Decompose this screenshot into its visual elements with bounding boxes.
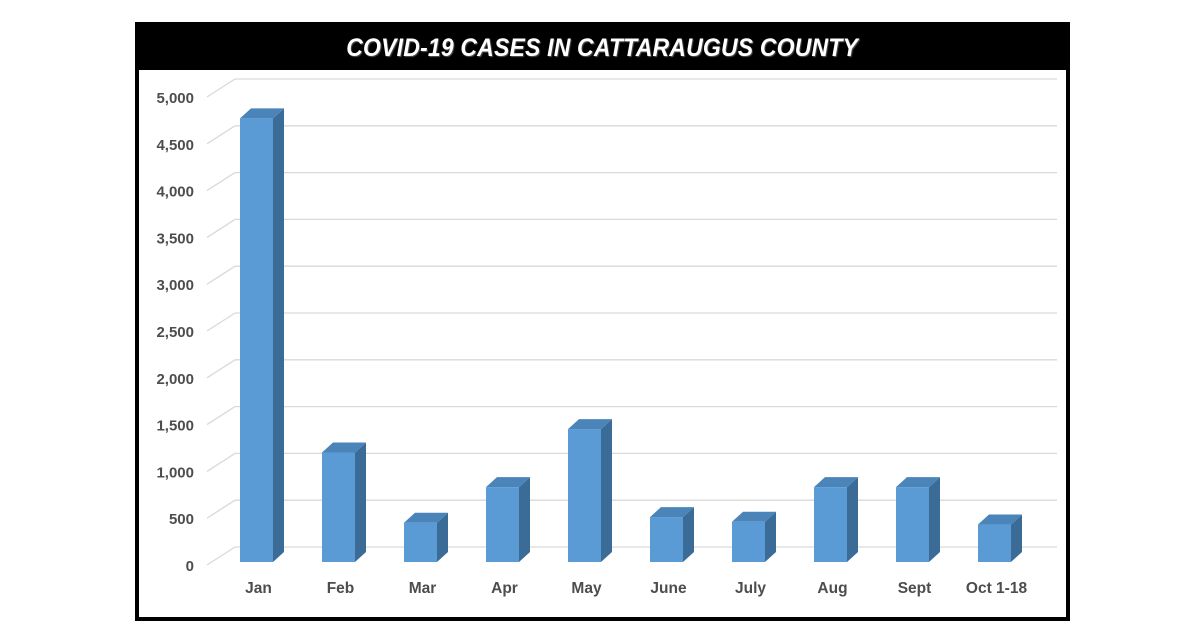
x-axis-tick-label: June: [650, 580, 687, 597]
y-axis-tick-label: 2,500: [156, 324, 194, 341]
x-axis-tick-label: Sept: [898, 580, 932, 597]
y-axis-tick-label: 1,000: [156, 464, 194, 481]
gridlines: [206, 78, 1057, 566]
bar-aug: [814, 477, 858, 562]
bars: [240, 108, 1022, 562]
y-axis-tick-label: 0: [186, 558, 194, 575]
y-axis-tick-label: 3,500: [156, 230, 194, 247]
bar-oct-1-18: [978, 514, 1022, 562]
x-axis-tick-label: Jan: [245, 580, 272, 597]
bar-mar: [404, 512, 448, 562]
bar-feb: [322, 442, 366, 562]
title-bar: COVID-19 CASES IN CATTARAUGUS COUNTY: [139, 26, 1066, 70]
y-axis-tick-label: 1,500: [156, 418, 194, 435]
x-axis-tick-label: Aug: [817, 580, 847, 597]
y-axis-tick-label: 500: [169, 511, 194, 528]
bar-chart-plot: 0 500 1,000 1,500 2,000 2,500 3,000 3,500 4,000 4…: [156, 78, 1057, 597]
bar-july: [732, 511, 776, 562]
x-axis-tick-label: Oct 1-18: [966, 580, 1028, 597]
y-axis-tick-label: 5,000: [156, 90, 194, 107]
chart-frame: COVID-19 CASES IN CATTARAUGUS COUNTY 0 50…: [135, 22, 1070, 621]
bar-may: [568, 419, 612, 562]
y-axis-tick-label: 3,000: [156, 277, 194, 294]
x-axis-tick-label: May: [571, 580, 602, 597]
bar-sept: [896, 477, 940, 562]
y-axis-tick-label: 4,500: [156, 137, 194, 154]
bar-apr: [486, 477, 530, 562]
bar-jan: [240, 108, 284, 562]
x-axis-tick-label: Feb: [327, 580, 355, 597]
y-axis-tick-label: 2,000: [156, 371, 194, 388]
x-axis-tick-label: Apr: [491, 580, 518, 597]
y-axis-tick-label: 4,000: [156, 184, 194, 201]
bar-june: [650, 507, 694, 562]
x-axis-tick-label: Mar: [409, 580, 437, 597]
chart-title: COVID-19 CASES IN CATTARAUGUS COUNTY: [346, 33, 859, 62]
x-axis-tick-label: July: [735, 580, 766, 597]
